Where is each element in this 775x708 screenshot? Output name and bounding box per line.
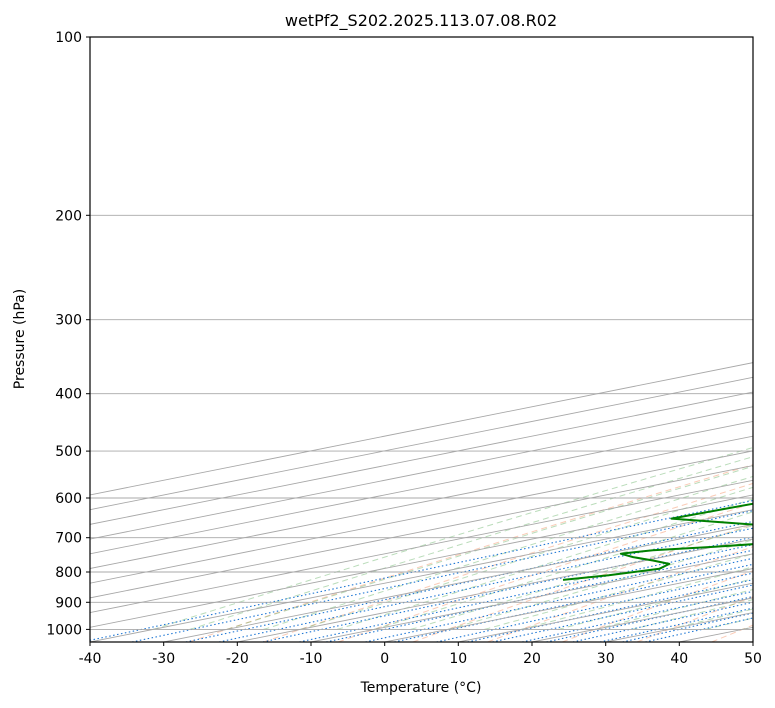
y-tick-label: 100 xyxy=(55,30,82,46)
profiles xyxy=(562,502,753,581)
y-tick-label: 600 xyxy=(55,491,82,507)
moist-adiabat-line xyxy=(484,553,753,630)
x-tick-label: -10 xyxy=(300,651,323,667)
isotherm-line xyxy=(90,435,753,569)
mixing-ratio-line xyxy=(90,499,753,641)
moist-adiabat-line xyxy=(410,524,753,630)
isotherm-line xyxy=(90,421,753,555)
x-tick-label: 20 xyxy=(523,651,541,667)
mixing-ratio-line xyxy=(218,527,753,642)
moist-adiabat-line xyxy=(705,617,753,630)
mixing-ratio-line xyxy=(492,584,753,642)
dewpoint-profile-line xyxy=(562,502,753,581)
isotherm-line xyxy=(531,597,753,642)
dry-adiabat-line xyxy=(412,523,753,642)
x-tick-label: 30 xyxy=(597,651,615,667)
isotherm-line xyxy=(90,362,753,496)
dry-adiabat-line xyxy=(487,546,753,642)
moist-adiabat-line xyxy=(373,511,753,630)
y-tick-label: 900 xyxy=(55,595,82,611)
dry-adiabat-line xyxy=(263,482,753,642)
x-axis: -40 -30 -20 -10 0 10 20 30 40 50 xyxy=(79,642,762,667)
background-lines xyxy=(90,446,753,642)
chart-title: wetPf2_S202.2025.113.07.08.R02 xyxy=(285,11,557,31)
x-tick-label: 0 xyxy=(380,651,389,667)
mixing-ratio-line xyxy=(131,510,753,642)
isotherm-line xyxy=(163,523,753,642)
isotherm-line xyxy=(90,391,753,525)
isotherm-line xyxy=(90,494,753,628)
y-tick-label: 500 xyxy=(55,444,82,460)
isotherm-line xyxy=(90,376,753,511)
moist-adiabat-line xyxy=(300,486,753,630)
moist-adiabat-line xyxy=(189,456,753,630)
y-axis: 100 200 300 400 500 600 700 800 900 1000 xyxy=(46,30,90,638)
y-tick-label: 700 xyxy=(55,531,82,547)
x-tick-label: 40 xyxy=(670,651,688,667)
isotherm-line xyxy=(90,479,753,614)
isotherm-line xyxy=(384,568,753,642)
moist-adiabat-line xyxy=(668,608,753,630)
mixing-ratio-line xyxy=(467,579,753,642)
dry-adiabat-line xyxy=(338,502,753,642)
gridlines xyxy=(90,37,753,642)
y-tick-label: 200 xyxy=(55,208,82,224)
isotherm-line xyxy=(90,465,753,599)
moist-adiabat-line xyxy=(152,446,753,630)
mixing-ratio-line xyxy=(262,536,753,642)
moist-adiabat-line xyxy=(447,539,753,630)
isotherm-line xyxy=(90,509,753,642)
y-axis-label: Pressure (hPa) xyxy=(12,289,28,389)
moist-adiabat-line xyxy=(263,475,753,630)
moist-adiabat-line xyxy=(336,498,753,630)
mixing-ratio-line xyxy=(521,590,753,642)
x-axis-label: Temperature (°C) xyxy=(360,680,482,696)
x-tick-label: -30 xyxy=(152,651,175,667)
dry-adiabat-line xyxy=(562,570,753,642)
isotherm-line xyxy=(237,538,753,642)
moist-adiabat-line xyxy=(521,566,753,630)
y-tick-label: 1000 xyxy=(46,622,82,638)
y-tick-label: 400 xyxy=(55,387,82,403)
dry-adiabat-line xyxy=(711,624,753,642)
isotherm-line xyxy=(752,641,753,642)
isotherm-line xyxy=(90,450,753,584)
dry-adiabat-line xyxy=(636,596,753,642)
moist-adiabat-line xyxy=(557,578,753,630)
y-tick-label: 300 xyxy=(55,313,82,329)
moist-adiabat-line xyxy=(594,588,753,630)
isotherm-line xyxy=(90,406,753,540)
x-tick-label: -20 xyxy=(226,651,249,667)
x-tick-label: 50 xyxy=(744,651,762,667)
x-tick-label: -40 xyxy=(79,651,102,667)
y-tick-label: 800 xyxy=(55,565,82,581)
mixing-ratio-line xyxy=(185,520,753,642)
dry-adiabat-line xyxy=(188,464,753,642)
x-tick-label: 10 xyxy=(449,651,467,667)
plot-frame xyxy=(89,36,754,643)
